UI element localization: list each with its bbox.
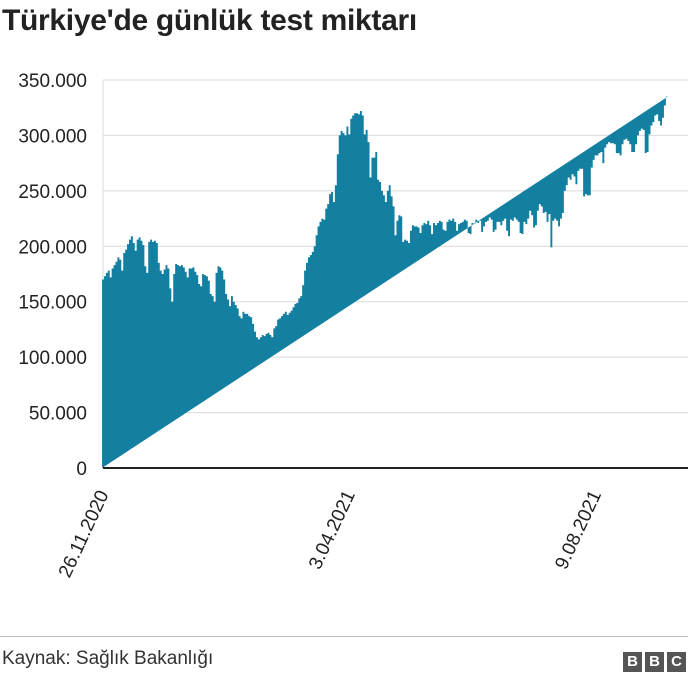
y-tick-label: 150.000 bbox=[18, 293, 87, 314]
logo-letter: C bbox=[667, 652, 686, 672]
y-tick-label: 300.000 bbox=[18, 126, 87, 147]
source-note: Kaynak: Sağlık Bakanlığı bbox=[2, 648, 214, 669]
x-tick-label: 26.11.2020 bbox=[55, 487, 114, 581]
x-tick-label: 3.04.2021 bbox=[305, 487, 360, 572]
y-axis-tick-labels: 0 50.000 100.000 150.000 200.000 250.000 300.0… bbox=[18, 71, 87, 480]
daily-tests-area bbox=[102, 96, 668, 468]
logo-letter: B bbox=[645, 652, 664, 672]
bbc-logo: B B C bbox=[623, 652, 686, 672]
chart-area: 0 50.000 100.000 150.000 200.000 250.000 300.0… bbox=[18, 71, 688, 581]
x-tick-label: 9.08.2021 bbox=[551, 487, 606, 572]
y-tick-label: 100.000 bbox=[18, 348, 87, 369]
y-tick-label: 250.000 bbox=[18, 182, 87, 203]
chart-title: Türkiye'de günlük test miktarı bbox=[2, 4, 417, 37]
y-tick-label: 50.000 bbox=[29, 404, 87, 425]
y-tick-label: 0 bbox=[76, 459, 87, 480]
y-tick-label: 350.000 bbox=[18, 71, 87, 92]
y-tick-label: 200.000 bbox=[18, 237, 87, 258]
footer-divider bbox=[0, 636, 688, 637]
x-axis-tick-labels: 26.11.2020 3.04.2021 9.08.2021 bbox=[55, 487, 606, 581]
logo-letter: B bbox=[623, 652, 642, 672]
